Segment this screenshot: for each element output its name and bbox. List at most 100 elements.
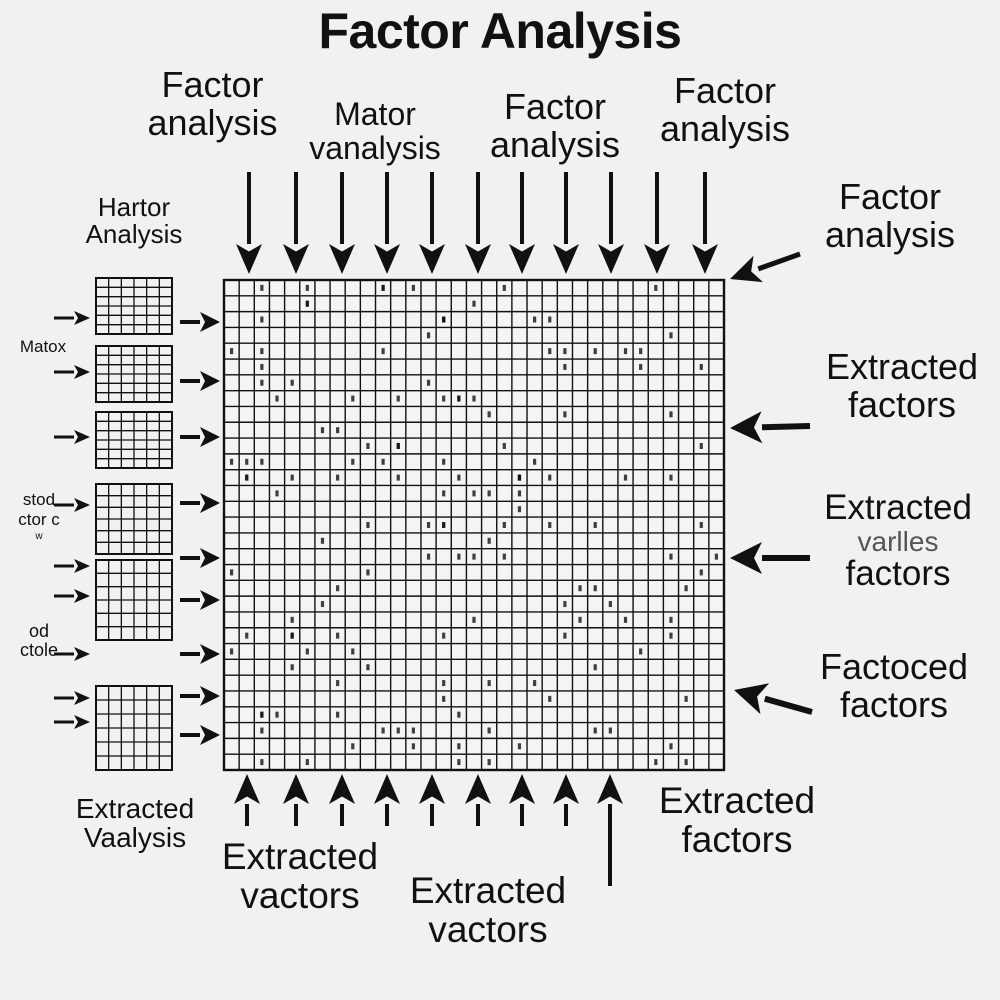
- matrix-mark: [290, 474, 294, 481]
- top-label-3: Factor analysis: [489, 86, 621, 165]
- matrix-mark: [320, 601, 325, 608]
- top-arrow-9: [598, 172, 624, 274]
- matrix-mark: [578, 585, 582, 592]
- matrix-mark: [275, 395, 279, 402]
- matrix-mark: [593, 727, 597, 734]
- matrix-mark: [623, 348, 628, 355]
- matrix-mark: [260, 711, 264, 718]
- bottom-label-1: Extracted vactors: [221, 836, 379, 916]
- matrix-mark: [290, 379, 294, 386]
- matrix-mark: [396, 395, 400, 402]
- top-arrow-3: [329, 172, 355, 274]
- matrix-mark: [260, 458, 264, 465]
- matrix-mark: [548, 316, 552, 323]
- matrix-mark: [381, 348, 385, 355]
- matrix-mark: [336, 632, 340, 639]
- matrix-mark: [563, 411, 567, 418]
- matrix-mark: [290, 632, 294, 639]
- far-left-arrow-6: [54, 589, 90, 603]
- top-arrow-1: [236, 172, 262, 274]
- bottom-arrow-1: [234, 774, 260, 826]
- matrix-mark: [426, 522, 431, 528]
- matrix-mark: [305, 759, 309, 766]
- matrix-mark: [260, 284, 264, 291]
- matrix-mark: [229, 648, 234, 655]
- top-arrow-11: [692, 172, 718, 274]
- top-arrow-7: [509, 172, 535, 274]
- small-matrix-2: [95, 345, 173, 403]
- matrix-mark: [457, 711, 461, 718]
- left-arrow-6: [180, 590, 220, 610]
- matrix-mark: [320, 537, 325, 544]
- bottom-arrow-7: [509, 774, 535, 826]
- matrix-mark: [502, 553, 506, 560]
- left-arrow-9: [180, 725, 220, 745]
- matrix-mark: [533, 680, 537, 687]
- small-matrix-6: [95, 685, 173, 771]
- matrix-mark: [351, 458, 355, 465]
- right-label-3: Extracted varlles factors: [824, 488, 972, 594]
- small-matrix-border: [95, 559, 173, 641]
- matrix-mark: [411, 743, 415, 750]
- matrix-mark: [472, 490, 476, 497]
- matrix-mark: [275, 711, 279, 718]
- matrix-mark: [639, 348, 643, 355]
- matrix-mark: [593, 348, 597, 355]
- matrix-mark: [669, 616, 673, 623]
- top-arrow-4: [374, 172, 400, 274]
- diagram-title: Factor Analysis: [318, 3, 682, 59]
- matrix-mark: [396, 474, 400, 481]
- matrix-mark: [290, 664, 294, 671]
- matrix-mark: [593, 664, 597, 671]
- far-left-arrow-2: [54, 365, 90, 379]
- matrix-mark: [472, 616, 476, 623]
- left-arrow-8: [180, 686, 220, 706]
- matrix-mark: [411, 284, 415, 291]
- bottom-arrow-3: [329, 774, 355, 826]
- small-matrix-4: [95, 483, 173, 555]
- matrix-mark: [290, 616, 294, 623]
- left-side-label-b: od ctole: [19, 621, 59, 660]
- matrix-mark: [351, 743, 355, 750]
- matrix-mark: [472, 553, 476, 560]
- left-matox-label: Matox: [19, 337, 67, 356]
- top-label-2: Mator vanalysis: [309, 96, 441, 166]
- matrix-mark: [699, 522, 703, 528]
- matrix-mark: [669, 474, 673, 481]
- matrix-mark: [381, 458, 385, 465]
- matrix-mark: [669, 743, 673, 750]
- far-left-arrow-7: [54, 647, 90, 661]
- matrix-mark: [305, 300, 309, 307]
- matrix-mark: [548, 695, 552, 702]
- matrix-mark: [260, 379, 264, 386]
- matrix-mark: [260, 759, 264, 766]
- matrix-mark: [442, 395, 446, 402]
- matrix-mark: [502, 284, 506, 291]
- matrix-mark: [320, 427, 325, 434]
- matrix-mark: [442, 695, 446, 702]
- matrix-mark: [336, 711, 340, 718]
- small-matrix-border: [95, 685, 173, 771]
- bottom-arrow-5: [419, 774, 445, 826]
- small-matrix-border: [95, 277, 173, 335]
- matrix-mark: [336, 680, 340, 687]
- top-label-4: Factor analysis: [659, 70, 791, 149]
- matrix-mark: [245, 474, 249, 481]
- matrix-mark: [336, 474, 340, 481]
- matrix-mark: [593, 585, 597, 592]
- top-arrow-8: [553, 172, 579, 274]
- matrix-mark: [669, 553, 673, 560]
- matrix-mark: [442, 458, 446, 465]
- matrix-mark: [411, 727, 415, 734]
- matrix-mark: [533, 316, 537, 323]
- left-bottom-label: Extracted Vaalysis: [75, 793, 195, 854]
- matrix-mark: [275, 490, 279, 497]
- bottom-arrow-9: [597, 774, 623, 886]
- right-label-4: Factoced factors: [819, 646, 969, 725]
- right-arrow-3: [730, 542, 810, 574]
- bottom-arrow-8: [553, 774, 579, 826]
- matrix-mark: [548, 348, 552, 355]
- far-left-arrow-5: [54, 559, 90, 573]
- matrix-mark: [442, 632, 446, 639]
